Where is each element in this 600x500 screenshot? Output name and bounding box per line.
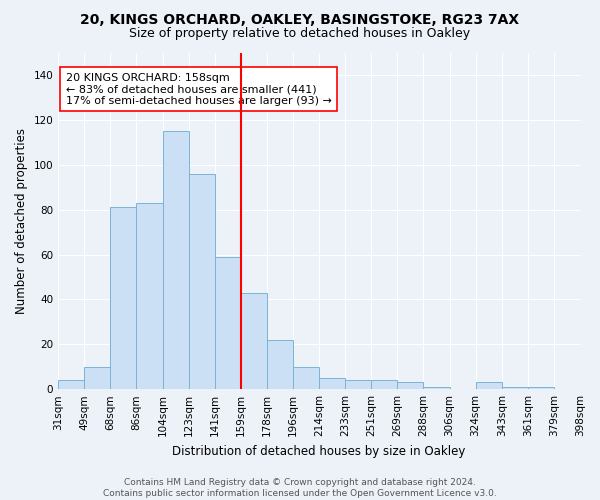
Text: Size of property relative to detached houses in Oakley: Size of property relative to detached ho… [130, 28, 470, 40]
Text: Contains HM Land Registry data © Crown copyright and database right 2024.
Contai: Contains HM Land Registry data © Crown c… [103, 478, 497, 498]
Bar [528, 387, 554, 389]
Bar [345, 380, 371, 389]
Bar [84, 366, 110, 389]
Bar [502, 387, 528, 389]
Bar [110, 208, 136, 389]
Bar [267, 340, 293, 389]
Y-axis label: Number of detached properties: Number of detached properties [15, 128, 28, 314]
Bar [293, 366, 319, 389]
X-axis label: Distribution of detached houses by size in Oakley: Distribution of detached houses by size … [172, 444, 466, 458]
Bar [397, 382, 424, 389]
Bar [371, 380, 397, 389]
Bar [58, 380, 84, 389]
Bar [424, 387, 449, 389]
Bar [188, 174, 215, 389]
Bar [319, 378, 345, 389]
Bar [136, 203, 163, 389]
Text: 20, KINGS ORCHARD, OAKLEY, BASINGSTOKE, RG23 7AX: 20, KINGS ORCHARD, OAKLEY, BASINGSTOKE, … [80, 12, 520, 26]
Bar [241, 292, 267, 389]
Bar [476, 382, 502, 389]
Text: 20 KINGS ORCHARD: 158sqm
← 83% of detached houses are smaller (441)
17% of semi-: 20 KINGS ORCHARD: 158sqm ← 83% of detach… [66, 72, 332, 106]
Bar [215, 257, 241, 389]
Bar [163, 131, 188, 389]
